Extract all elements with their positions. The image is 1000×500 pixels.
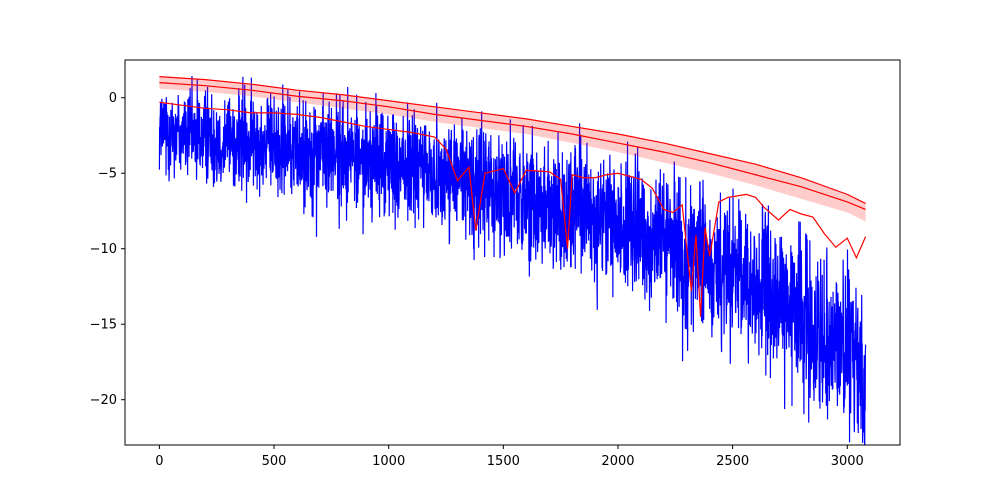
x-axis: 0 500 1000 1500 2000 2500 3000 — [155, 445, 864, 469]
x-tick-label: 1500 — [487, 454, 520, 469]
plot-frame — [124, 59, 901, 446]
y-tick-label: −10 — [90, 242, 117, 257]
plot-area — [158, 75, 867, 445]
threshold-center-line — [159, 82, 866, 211]
x-tick-label: 2000 — [601, 454, 634, 469]
x-tick-label: 0 — [155, 454, 163, 469]
y-tick-label: −15 — [90, 318, 117, 333]
y-tick-label: −5 — [98, 167, 117, 182]
y-axis: 0 −5 −10 −15 −20 — [90, 91, 125, 408]
threshold-band — [159, 76, 866, 222]
envelope-line — [159, 101, 867, 317]
y-tick-label: −20 — [90, 393, 117, 408]
threshold-band-upper-line — [159, 76, 866, 204]
x-tick-label: 2500 — [716, 454, 749, 469]
y-tick-label: 0 — [109, 91, 117, 106]
x-tick-label: 500 — [262, 454, 287, 469]
x-tick-label: 1000 — [372, 454, 405, 469]
x-tick-label: 3000 — [831, 454, 864, 469]
